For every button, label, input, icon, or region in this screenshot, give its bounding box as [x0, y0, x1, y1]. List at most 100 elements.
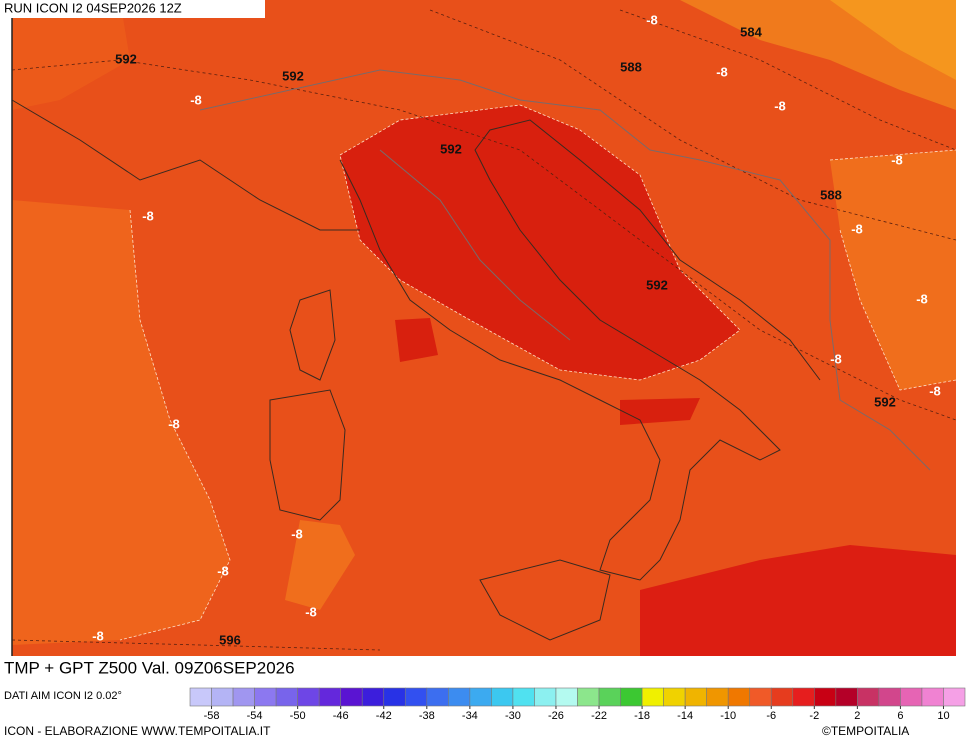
- warm-area: [285, 520, 355, 610]
- colorbar-swatch: [448, 687, 471, 707]
- colorbar-swatch: [943, 687, 966, 707]
- colorbar-tick-label: -50: [290, 710, 306, 722]
- contour-label: -8: [142, 208, 154, 223]
- warm-area: [830, 0, 956, 80]
- colorbar-tick-label: 2: [854, 710, 860, 722]
- colorbar-tick-label: -54: [247, 710, 263, 722]
- isotherm: [119, 209, 231, 641]
- hot-area: [395, 318, 438, 362]
- colorbar-tick-label: -14: [677, 710, 693, 722]
- colorbar-swatch: [835, 687, 858, 707]
- colorbar-swatch: [534, 687, 557, 707]
- colorbar-swatch: [469, 687, 492, 707]
- colorbar-swatch: [189, 687, 212, 707]
- source-label: DATI AIM ICON I2 0.02°: [4, 690, 122, 702]
- colorbar-swatch: [749, 687, 772, 707]
- contour-label: -8: [891, 152, 903, 167]
- contour-label: -8: [774, 98, 786, 113]
- contour-label: 592: [646, 277, 668, 292]
- colorbar-tick-label: -46: [333, 710, 349, 722]
- region-border: [379, 149, 571, 341]
- colorbar-swatch: [275, 687, 298, 707]
- hot-area: [340, 105, 740, 380]
- isotherm: [829, 149, 957, 391]
- coastline: [479, 559, 611, 641]
- country-border: [199, 69, 931, 471]
- colorbar-tick-label: -30: [505, 710, 521, 722]
- colorbar-swatch: [900, 687, 923, 707]
- contour-label: -8: [168, 416, 180, 431]
- contour-label: -8: [291, 526, 303, 541]
- colorbar-tick-label: 10: [937, 710, 949, 722]
- colorbar-swatch: [361, 687, 385, 707]
- title-box: [0, 656, 414, 682]
- contour-label: -8: [305, 604, 317, 619]
- colorbar-tick-label: -6: [766, 710, 776, 722]
- colorbar-tick-label: -58: [204, 710, 220, 722]
- contour-label: -8: [851, 221, 863, 236]
- colorbar-swatch: [792, 687, 815, 707]
- contour-label: -8: [830, 351, 842, 366]
- contour-label: 596: [219, 632, 241, 647]
- coastline: [289, 289, 336, 381]
- colorbar-tick-label: -2: [809, 710, 819, 722]
- colorbar-swatch: [727, 687, 751, 707]
- isohypse: [11, 639, 381, 651]
- run-box: [0, 0, 265, 18]
- hot-area: [640, 545, 956, 656]
- colorbar-swatch: [878, 687, 901, 707]
- coastline: [11, 99, 360, 231]
- credit-label: ICON - ELABORAZIONE WWW.TEMPOITALIA.IT: [4, 724, 271, 738]
- contour-label: -8: [217, 563, 229, 578]
- colorbar-swatch: [512, 687, 535, 707]
- colorbar-tick-label: -38: [419, 710, 435, 722]
- contour-label: 588: [620, 59, 642, 74]
- colorbar-tick-label: -34: [462, 710, 478, 722]
- colorbar-tick-label: -42: [376, 710, 392, 722]
- colorbar-swatch: [211, 687, 234, 707]
- isohypse: [429, 9, 957, 241]
- colorbar-tick-label: -22: [591, 710, 607, 722]
- contour-label: 584: [740, 24, 762, 39]
- colorbar-swatch: [684, 687, 707, 707]
- isotherm: [339, 104, 741, 381]
- colorbar-tick-label: -18: [634, 710, 650, 722]
- warm-area: [830, 150, 956, 390]
- isohypse: [619, 9, 957, 151]
- warm-area: [12, 0, 130, 110]
- colorbar-swatch: [857, 687, 880, 707]
- colorbar-swatch: [620, 687, 643, 707]
- contour-label: -8: [929, 383, 941, 398]
- hot-area: [620, 398, 700, 425]
- colorbar-tick-label: -26: [548, 710, 564, 722]
- contour-label: -8: [916, 291, 928, 306]
- colorbar-swatch: [254, 687, 277, 707]
- colorbar-swatch: [383, 687, 406, 707]
- contour-label: 592: [282, 68, 304, 83]
- colorbar-swatch: [232, 687, 255, 707]
- colorbar-tick-label: 6: [897, 710, 903, 722]
- colorbar-swatch: [340, 687, 363, 707]
- colorbar-swatch: [404, 687, 428, 707]
- coastline: [269, 389, 346, 521]
- colorbar-swatch: [555, 687, 578, 707]
- colorbar-swatch: [814, 687, 837, 707]
- colorbar-swatch: [318, 687, 341, 707]
- contour-label: -8: [716, 64, 728, 79]
- colorbar-swatch: [297, 687, 320, 707]
- contour-label: 592: [440, 141, 462, 156]
- colorbar-swatch: [663, 687, 686, 707]
- colorbar-tick-label: -10: [720, 710, 736, 722]
- colorbar-swatch: [577, 687, 600, 707]
- coastline: [339, 119, 821, 581]
- brand-label: ©TEMPOITALIA: [822, 724, 909, 738]
- run-label: RUN ICON I2 04SEP2026 12Z: [4, 0, 182, 15]
- contour-label: -8: [92, 628, 104, 643]
- contour-label: 592: [115, 51, 137, 66]
- colorbar-swatch: [426, 687, 449, 707]
- contour-label: 592: [874, 394, 896, 409]
- product-title: TMP + GPT Z500 Val. 09Z06SEP2026: [4, 658, 295, 677]
- contour-label: -8: [190, 92, 202, 107]
- colorbar-swatch: [706, 687, 729, 707]
